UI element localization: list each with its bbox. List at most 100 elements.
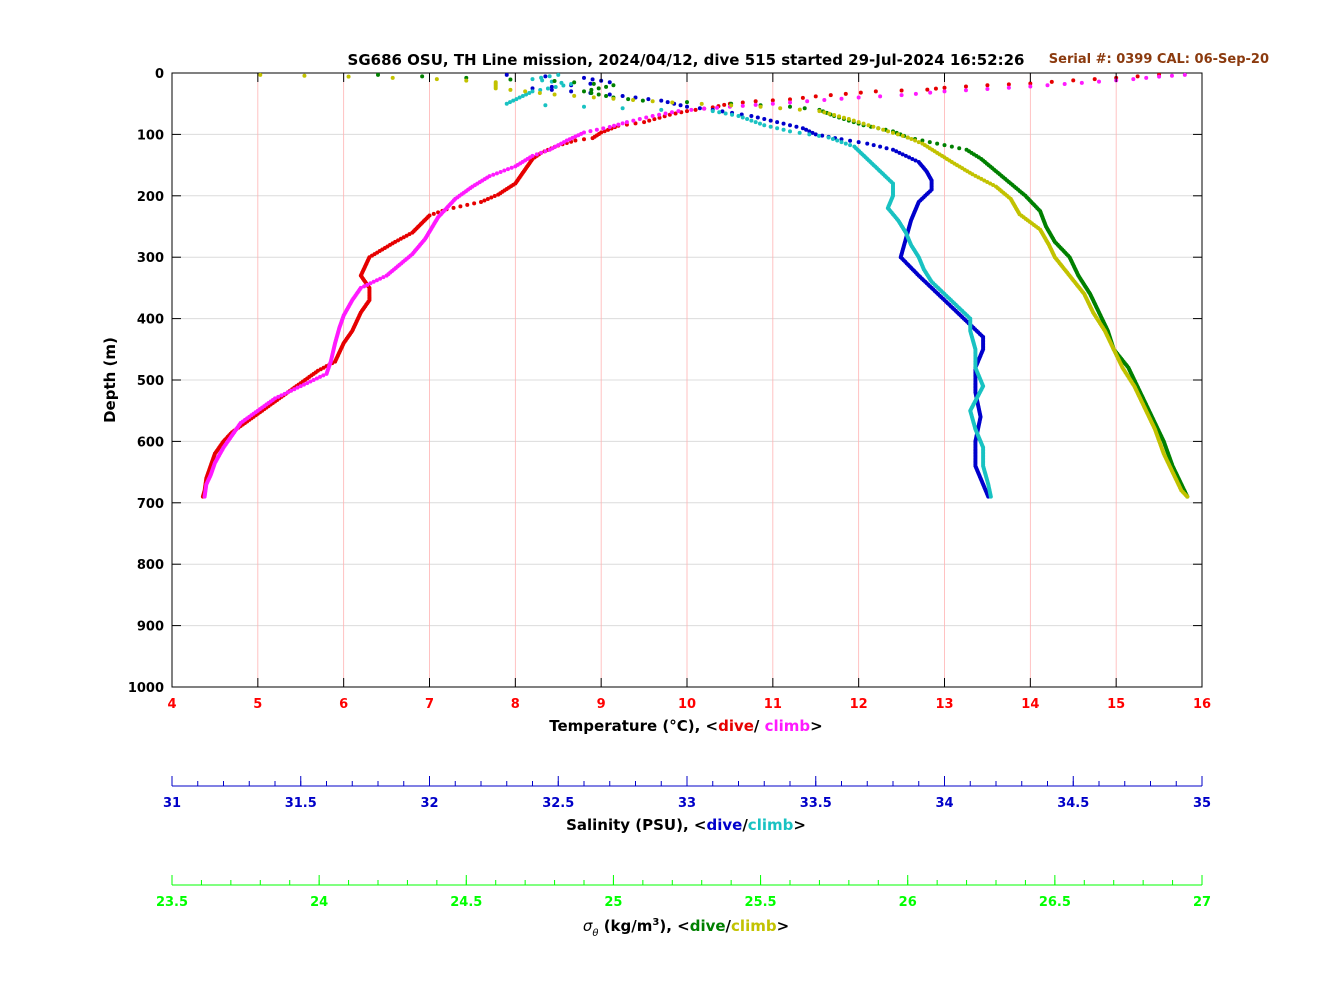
data-point <box>685 100 689 105</box>
data-point <box>523 89 528 94</box>
data-point <box>873 89 878 94</box>
data-point <box>589 87 594 92</box>
chart-title: SG686 OSU, TH Line mission, 2024/04/12, … <box>348 51 1025 69</box>
data-point <box>899 93 904 98</box>
temperature-tick-label: 16 <box>1193 697 1211 712</box>
data-point <box>601 126 606 131</box>
data-point <box>279 393 284 398</box>
salinity-tick-label: 31 <box>163 796 181 811</box>
data-point <box>374 278 379 283</box>
data-point <box>839 96 844 101</box>
data-point <box>491 172 496 177</box>
data-point <box>582 89 586 94</box>
data-point <box>508 77 513 82</box>
data-point <box>899 88 904 93</box>
data-point <box>540 78 545 83</box>
sal-label-dive: dive <box>706 816 742 834</box>
data-point <box>276 394 281 399</box>
temp-label-climb: climb <box>765 717 811 735</box>
data-point <box>292 387 297 392</box>
series-sigma_theta-dive <box>376 72 1190 499</box>
data-point <box>856 120 861 125</box>
data-point <box>991 183 996 188</box>
temperature-tick-label: 5 <box>253 697 262 712</box>
data-point <box>925 87 930 92</box>
series-temperature-dive <box>200 72 1162 499</box>
salinity-tick-label: 34.5 <box>1057 796 1089 811</box>
data-point <box>903 153 908 158</box>
data-point <box>927 140 932 145</box>
data-points <box>200 72 1190 499</box>
y-axis-ticks: 0 100 200 300 400 500 600 700 800 900 1000 <box>128 67 1202 696</box>
data-point <box>775 120 780 125</box>
data-point <box>549 87 554 92</box>
data-point <box>458 204 463 209</box>
data-point <box>884 146 889 151</box>
sigma-axis-label: σθ (kg/m3), <dive/climb> <box>583 917 789 939</box>
sigma-axis: 23.5 24 24.5 25 25.5 26 26.5 27 <box>156 875 1211 910</box>
data-point <box>768 124 773 129</box>
salinity-axis-label: Salinity (PSU), <dive/climb> <box>566 816 806 834</box>
data-point <box>985 86 990 91</box>
data-point <box>794 124 799 129</box>
data-point <box>665 100 670 105</box>
data-point <box>822 98 827 103</box>
data-point <box>590 77 595 82</box>
data-point <box>547 74 552 79</box>
data-point <box>778 106 783 111</box>
data-point <box>482 198 487 203</box>
sigma-units-sup: 3 <box>652 917 659 928</box>
data-point <box>543 103 548 108</box>
data-point <box>820 133 825 138</box>
temperature-tick-label: 13 <box>935 697 953 712</box>
data-point <box>538 87 543 92</box>
data-point <box>740 100 745 105</box>
data-point <box>810 130 815 135</box>
data-point <box>368 281 373 286</box>
data-point <box>640 98 645 103</box>
data-point <box>800 95 805 100</box>
data-point <box>611 96 616 101</box>
serial-cal-label: Serial #: 0399 CAL: 06-Sep-20 <box>1049 52 1269 67</box>
data-point <box>582 137 586 142</box>
data-point <box>545 86 550 91</box>
data-point <box>517 95 522 100</box>
data-point <box>530 86 535 91</box>
sig-label-dive: dive <box>690 917 726 935</box>
y-tick-label: 800 <box>137 558 164 573</box>
data-point <box>511 98 516 103</box>
data-point <box>1028 81 1033 86</box>
data-point <box>616 122 621 127</box>
data-point <box>311 378 316 382</box>
data-point <box>942 89 947 94</box>
data-point <box>472 201 477 206</box>
data-point <box>378 276 383 281</box>
data-point <box>607 80 612 85</box>
data-point <box>976 175 981 180</box>
data-point <box>1144 75 1149 80</box>
data-point <box>494 171 499 176</box>
y-tick-label: 0 <box>155 67 164 82</box>
data-point <box>588 129 593 134</box>
data-point <box>781 127 786 132</box>
data-point <box>985 83 990 88</box>
data-point <box>802 106 807 111</box>
data-point <box>381 275 386 280</box>
temperature-tick-label: 8 <box>511 697 520 712</box>
data-point <box>513 164 518 169</box>
data-point <box>813 132 818 137</box>
sigma-subscript: θ <box>592 928 598 939</box>
data-point <box>1097 79 1101 84</box>
data-point <box>900 133 905 138</box>
data-point <box>524 92 529 97</box>
data-point <box>985 179 990 184</box>
data-point <box>520 94 525 99</box>
data-point <box>633 95 638 100</box>
data-point <box>843 141 848 146</box>
data-point <box>913 91 918 96</box>
temperature-tick-label: 6 <box>339 697 348 712</box>
y-tick-label: 1000 <box>128 681 164 696</box>
data-point <box>582 104 586 109</box>
data-point <box>740 103 745 108</box>
